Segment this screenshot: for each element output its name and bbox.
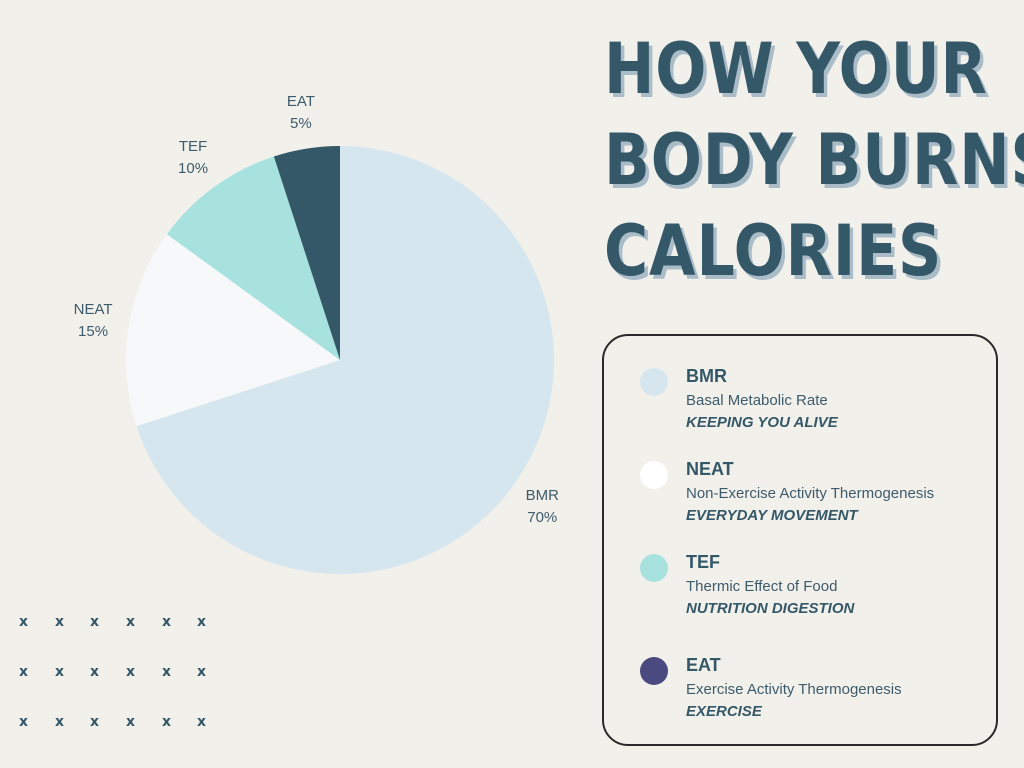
- x-mark: x: [126, 664, 136, 680]
- pie-label-category: NEAT: [73, 300, 113, 318]
- legend-dot: [640, 657, 668, 685]
- legend-abbr: BMR: [686, 366, 727, 386]
- x-mark: x: [55, 714, 65, 730]
- pie-slice-neat: [125, 234, 340, 427]
- pie-chart: [125, 146, 554, 574]
- pie-label-value: 5%: [290, 115, 312, 133]
- legend-note: EXERCISE: [686, 703, 762, 720]
- legend-full-name: Thermic Effect of Food: [686, 578, 838, 595]
- pie-slice-bmr: [136, 146, 554, 574]
- pie-label-category: TEF: [178, 137, 208, 155]
- legend-dot: [640, 554, 668, 582]
- x-mark: x: [90, 664, 100, 680]
- title-line: CALORIES: [604, 210, 943, 292]
- pie-slice-tef: [166, 156, 340, 360]
- x-mark: x: [90, 614, 100, 630]
- pie-label-tef: TEF 10%: [148, 136, 238, 180]
- pie-label-category: BMR: [525, 486, 559, 504]
- pie-label-category: EAT: [286, 93, 315, 111]
- x-mark: x: [19, 614, 29, 630]
- x-mark: x: [19, 714, 29, 730]
- x-mark: x: [162, 714, 172, 730]
- title-line: BODY BURNS: [604, 119, 1024, 201]
- legend-note: KEEPING YOU ALIVE: [686, 414, 838, 431]
- x-mark: x: [197, 714, 207, 730]
- legend-dot: [640, 461, 668, 489]
- legend-full-name: Basal Metabolic Rate: [686, 392, 828, 409]
- legend-box: BMR Basal Metabolic Rate KEEPING YOU ALI…: [602, 334, 998, 746]
- legend-abbr: NEAT: [686, 459, 734, 479]
- legend-abbr: EAT: [686, 655, 721, 675]
- pie-label-eat: EAT 5%: [256, 91, 346, 135]
- pie-label-bmr: BMR 70%: [497, 485, 587, 529]
- x-mark: x: [197, 664, 207, 680]
- pie-label-value: 15%: [78, 322, 109, 340]
- legend-dot: [640, 368, 668, 396]
- x-mark: x: [162, 664, 172, 680]
- legend-note: NUTRITION DIGESTION: [686, 600, 855, 617]
- legend-abbr: TEF: [686, 552, 720, 572]
- x-mark: x: [55, 664, 65, 680]
- pie-label-value: 10%: [178, 159, 209, 177]
- title-line: HOW YOUR: [604, 28, 988, 110]
- x-mark: x: [162, 614, 172, 630]
- legend-note: EVERYDAY MOVEMENT: [686, 507, 858, 524]
- x-mark: x: [126, 714, 136, 730]
- page-title: HOW YOUR BODY BURNS CALORIES: [604, 24, 1024, 297]
- legend-full-name: Non-Exercise Activity Thermogenesis: [686, 485, 935, 502]
- x-mark: x: [90, 714, 100, 730]
- x-mark: x: [19, 664, 29, 680]
- pie-label-neat: NEAT 15%: [48, 299, 138, 343]
- pie-label-value: 70%: [527, 508, 558, 526]
- x-mark: x: [197, 614, 207, 630]
- legend-full-name: Exercise Activity Thermogenesis: [686, 681, 902, 698]
- x-mark: x: [55, 614, 65, 630]
- x-mark: x: [126, 614, 136, 630]
- pie-slice-eat: [273, 146, 340, 360]
